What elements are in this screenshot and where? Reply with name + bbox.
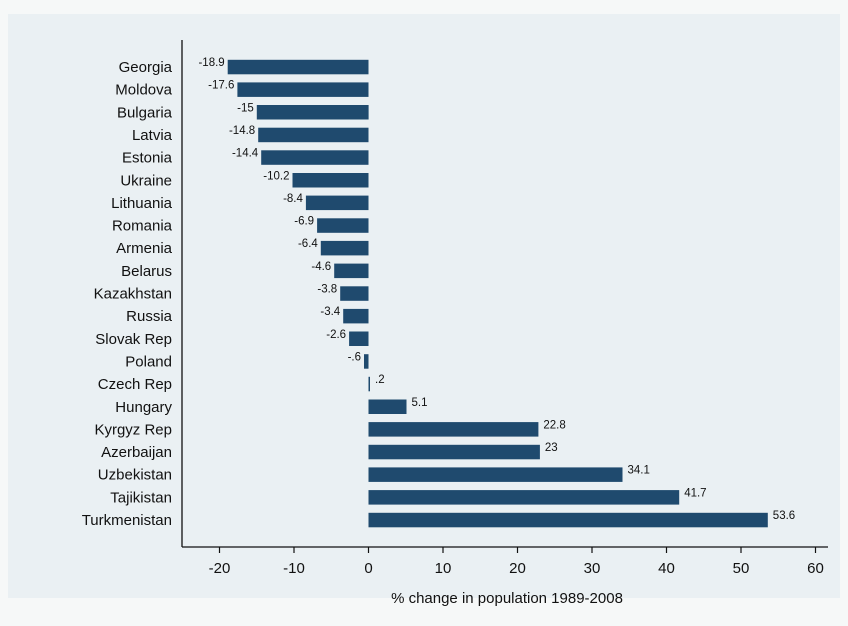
bar-belarus <box>334 263 369 279</box>
data-label: -17.6 <box>208 80 234 92</box>
bar-ukraine <box>292 173 369 188</box>
x-axis-label: % change in population 1989-2008 <box>391 590 623 607</box>
category-label: Slovak Rep <box>95 331 172 348</box>
data-label: -15 <box>237 102 254 114</box>
bar-latvia <box>258 127 369 143</box>
category-label: Turkmenistan <box>82 512 172 529</box>
category-label: Latvia <box>132 127 173 144</box>
category-label: Kyrgyz Rep <box>94 421 172 438</box>
category-label: Belarus <box>121 263 172 280</box>
data-label: -10.2 <box>263 170 289 182</box>
category-label: Russia <box>126 308 173 325</box>
bar-tajikistan <box>368 490 680 505</box>
bar-turkmenistan <box>368 512 768 528</box>
category-label: Georgia <box>119 59 173 76</box>
category-label: Czech Rep <box>98 376 172 393</box>
x-tick-label: 40 <box>658 560 675 577</box>
bar-kyrgyz-rep <box>368 422 539 437</box>
category-label: Moldova <box>115 82 172 99</box>
category-label: Armenia <box>116 240 173 257</box>
bar-bulgaria <box>256 105 369 120</box>
data-label: -14.4 <box>232 148 259 160</box>
bar-kazakhstan <box>340 286 369 301</box>
category-label: Romania <box>112 218 173 235</box>
data-label: -2.6 <box>326 329 346 341</box>
data-label: 41.7 <box>684 487 706 499</box>
category-label: Poland <box>125 353 172 370</box>
data-label: -14.8 <box>229 125 255 137</box>
data-label: 5.1 <box>412 397 428 409</box>
x-tick-label: 60 <box>807 560 824 577</box>
bar-georgia <box>227 59 369 75</box>
bar-armenia <box>320 240 369 256</box>
bar-hungary <box>368 399 407 414</box>
x-axis: -20 -10 0 10 20 30 40 50 60 <box>181 40 828 577</box>
x-tick-label: 10 <box>435 560 452 577</box>
data-label: -8.4 <box>283 193 303 205</box>
x-tick-label: 20 <box>509 560 526 577</box>
bars-group <box>227 59 768 528</box>
data-label: -18.9 <box>198 57 224 69</box>
data-label: -3.8 <box>317 284 337 296</box>
data-label: -3.4 <box>320 306 340 318</box>
data-label: -6.9 <box>294 216 314 228</box>
bar-uzbekistan <box>368 467 623 482</box>
bar-azerbaijan <box>368 444 540 460</box>
category-labels-group: Georgia Moldova Bulgaria Latvia Estonia Ukrai… <box>82 59 173 529</box>
category-label: Tajikistan <box>110 489 172 506</box>
data-labels-group: -18.9 -17.6-15 -14.8 -14.4 -10.2 -8.4 -6.9 -6.4… <box>198 57 795 522</box>
bar-estonia <box>261 150 369 165</box>
category-label: Ukraine <box>120 172 172 189</box>
category-label: Kazakhstan <box>94 286 172 303</box>
data-label: -.6 <box>348 351 361 363</box>
category-label: Lithuania <box>111 195 173 212</box>
category-label: Bulgaria <box>117 104 173 121</box>
bar-slovak-rep <box>349 331 369 346</box>
category-label: Estonia <box>122 150 173 167</box>
bar-lithuania <box>305 195 369 211</box>
category-label: Uzbekistan <box>98 467 172 484</box>
data-label: -6.4 <box>298 238 318 250</box>
bar-russia <box>343 308 369 324</box>
data-label: 34.1 <box>628 465 650 477</box>
bar-moldova <box>237 82 369 97</box>
x-tick-label: 0 <box>364 560 372 577</box>
x-tick-label: -20 <box>209 560 231 577</box>
data-label: .2 <box>375 374 385 386</box>
data-label: 53.6 <box>773 510 795 522</box>
x-tick-label: -10 <box>283 560 305 577</box>
bar-poland <box>364 354 369 369</box>
data-label: -4.6 <box>311 261 331 273</box>
data-label: 22.8 <box>543 419 565 431</box>
x-tick-label: 30 <box>584 560 601 577</box>
data-label: 23 <box>545 442 558 454</box>
x-tick-label: 50 <box>733 560 750 577</box>
bar-czech-rep <box>368 376 370 392</box>
category-label: Azerbaijan <box>101 444 172 461</box>
bar-romania <box>317 218 369 233</box>
category-label: Hungary <box>115 399 172 416</box>
